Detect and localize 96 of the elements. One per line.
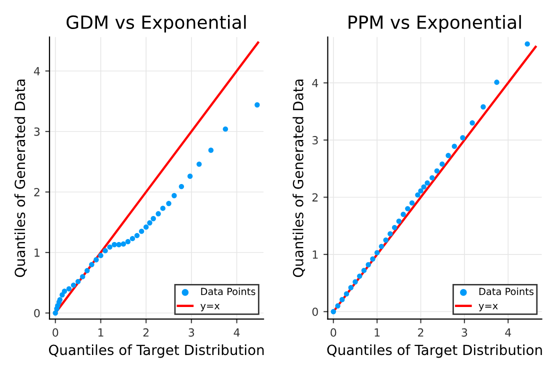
y-axis-title: Quantiles of Generated Data [292,80,305,278]
point [62,288,68,294]
point [150,216,156,222]
x-tick-label: 1 [98,328,104,337]
x-tick-label: 3 [462,328,468,337]
point [357,274,362,279]
chart-title: GDM vs Exponential [66,15,246,33]
y-tick-label: 4 [312,78,318,88]
legend-label: y=x [200,304,220,312]
y-axis-title: Quantiles of Generated Data [14,80,27,278]
point [418,188,424,194]
legend-label: Data Points [479,288,534,296]
point [70,282,76,288]
point [98,252,104,258]
point [396,218,402,224]
point [160,206,166,211]
point [147,220,152,226]
point [116,242,122,248]
point [470,120,475,126]
chart-title: PPM vs Exponential [348,15,521,33]
x-tick-label: 4 [505,328,512,337]
point [335,303,340,309]
point [409,200,415,206]
point [172,193,177,198]
legend-label: y=x [478,304,498,312]
point [156,211,161,216]
point [330,309,336,314]
point [178,184,184,190]
point [446,152,451,158]
point [452,144,457,149]
point [424,180,430,186]
point [415,192,420,198]
x-tick-label: 4 [234,328,240,337]
point [125,239,131,244]
point [374,250,380,256]
point [340,297,345,302]
point [138,228,144,234]
y-tick-label: 2 [34,188,40,196]
y-tick-label: 3 [312,136,318,144]
y-tick-label: 0 [312,308,318,316]
x-tick-label: 0 [52,328,58,337]
x-axis-title: Quantiles of Target Distribution [327,344,542,358]
legend-label: Data Points [201,288,256,296]
point [196,162,202,167]
point [107,244,112,250]
point [392,224,398,230]
point [134,232,140,238]
point [383,238,388,243]
point [187,174,193,179]
point [75,278,81,284]
point [524,41,530,47]
point [370,256,376,262]
point [460,135,466,140]
point [361,268,367,274]
x-tick-label: 1 [374,328,380,337]
x-axis-title: Quantiles of Target Distribution [48,344,264,358]
point [400,212,406,217]
point [89,262,94,268]
point [344,291,350,296]
point [130,236,136,242]
x-tick-label: 2 [418,328,424,337]
y-tick-label: 4 [34,67,40,76]
y-tick-label: 2 [312,193,318,202]
point [366,262,371,268]
point [421,184,426,190]
x-tick-label: 3 [188,328,194,337]
point [84,268,90,274]
point [143,224,149,230]
point [166,200,172,206]
point [254,102,260,108]
point [494,80,500,85]
point [352,279,358,284]
y-tick-label: 1 [34,248,40,257]
point [57,297,63,302]
x-tick-label: 0 [330,328,336,337]
point [120,241,126,247]
x-tick-label: 2 [143,328,149,337]
point [405,206,410,212]
point [480,104,486,110]
point [102,248,108,254]
point [94,257,99,262]
point [378,244,384,250]
point [222,126,228,132]
point [430,175,435,180]
y-tick-label: 1 [312,250,318,259]
point [112,242,117,248]
point [434,168,440,174]
point [440,161,445,167]
y-tick-label: 3 [34,127,40,136]
point [66,286,72,292]
point [80,274,86,280]
y-tick-label: 0 [34,308,40,318]
point [208,148,214,153]
point [388,231,393,236]
point [52,310,58,316]
point [348,285,354,290]
